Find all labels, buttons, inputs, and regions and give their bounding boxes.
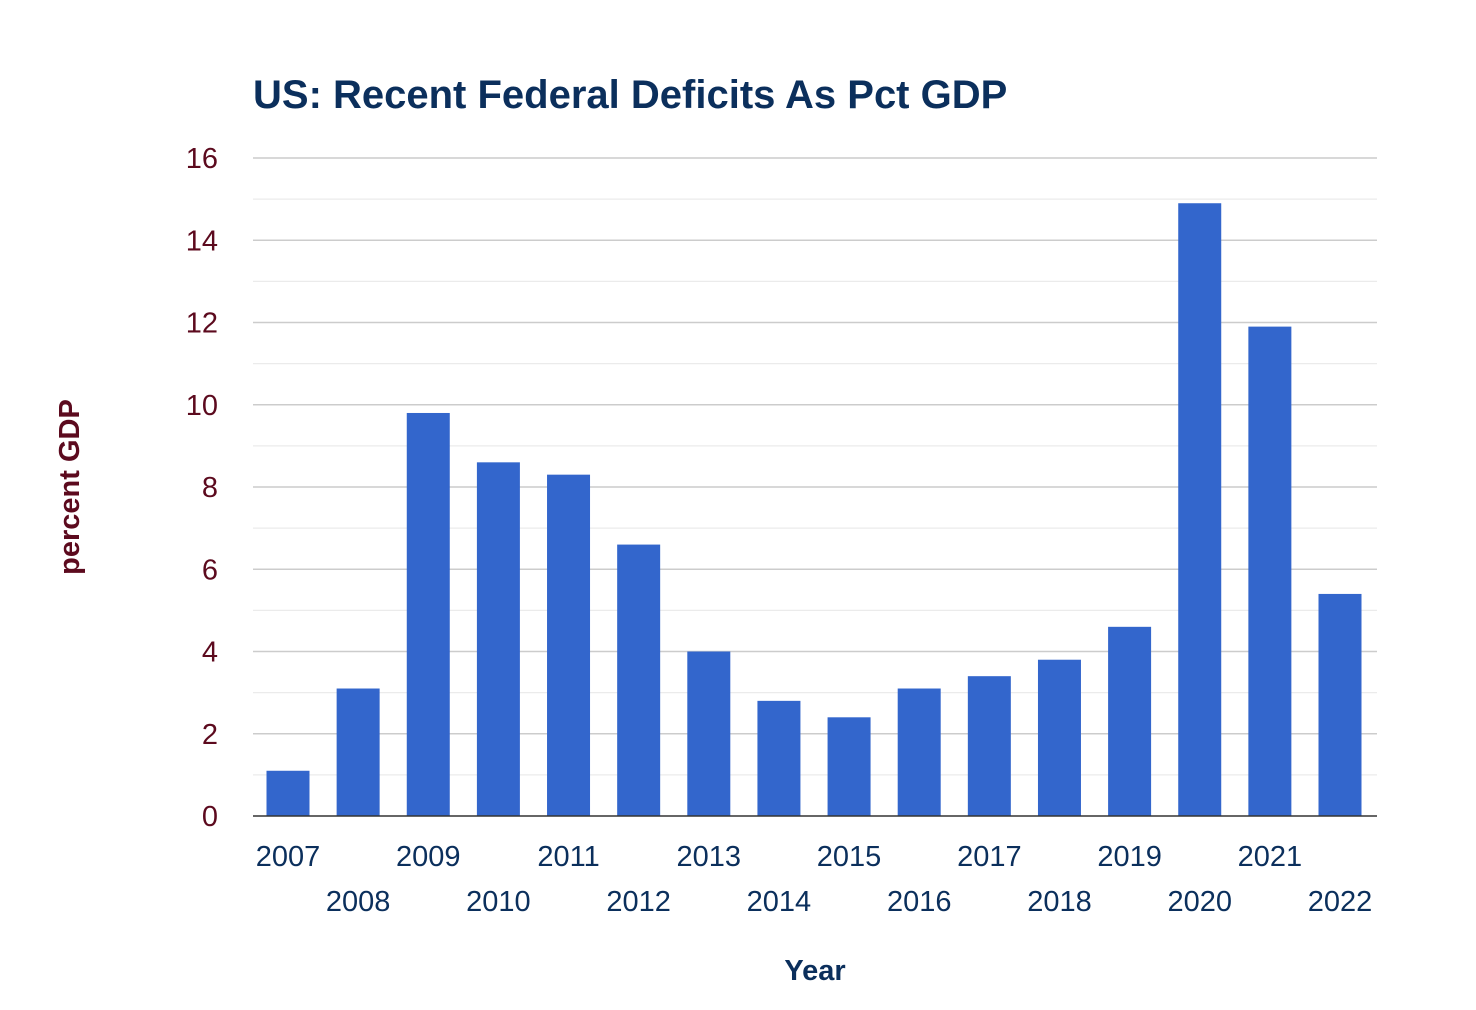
bar-2007 [266,770,310,816]
chart-title: US: Recent Federal Deficits As Pct GDP [253,73,1007,117]
x-tick-label: 2021 [1238,841,1303,873]
y-tick-label: 10 [186,390,218,422]
x-axis-ticks: 2007200820092010201120122013201420152016… [256,841,1373,918]
bar-2017 [967,676,1011,816]
x-tick-label: 2015 [817,841,882,873]
bar-2020 [1178,203,1222,817]
bar-2018 [1037,659,1081,816]
x-tick-label: 2022 [1308,886,1373,918]
x-tick-label: 2012 [606,886,671,918]
bar-2016 [897,688,941,816]
bar-2011 [547,474,591,816]
y-tick-label: 12 [186,308,218,340]
bar-2012 [617,544,661,816]
bar-2008 [336,688,380,816]
y-tick-label: 2 [202,719,218,751]
bar-2019 [1108,626,1152,816]
bar-2021 [1248,326,1292,816]
bar-2015 [827,717,871,816]
x-axis-label: Year [784,955,845,987]
x-tick-label: 2011 [537,841,599,873]
y-tick-label: 8 [202,472,218,504]
x-tick-label: 2019 [1097,841,1162,873]
y-tick-label: 6 [202,554,218,586]
y-tick-label: 14 [186,225,218,257]
x-tick-label: 2009 [396,841,461,873]
bar-2010 [476,462,520,816]
y-tick-label: 4 [202,637,218,669]
bar-2014 [757,700,801,816]
y-tick-label: 0 [202,801,218,833]
bar-2013 [687,651,731,816]
x-tick-label: 2017 [957,841,1022,873]
x-tick-label: 2008 [326,886,391,918]
y-axis-ticks: 0 2 4 6 8 10 12 14 16 [186,143,218,833]
x-tick-label: 2013 [677,841,742,873]
x-tick-label: 2016 [887,886,952,918]
bar-2022 [1318,593,1362,816]
bars [266,203,1362,817]
y-tick-label: 16 [186,143,218,175]
bar-2009 [406,412,450,816]
x-tick-label: 2018 [1027,886,1092,918]
x-tick-label: 2007 [256,841,321,873]
x-tick-label: 2014 [747,886,812,918]
y-axis-label: percent GDP [54,399,86,575]
x-tick-label: 2020 [1167,886,1232,918]
x-tick-label: 2010 [466,886,531,918]
